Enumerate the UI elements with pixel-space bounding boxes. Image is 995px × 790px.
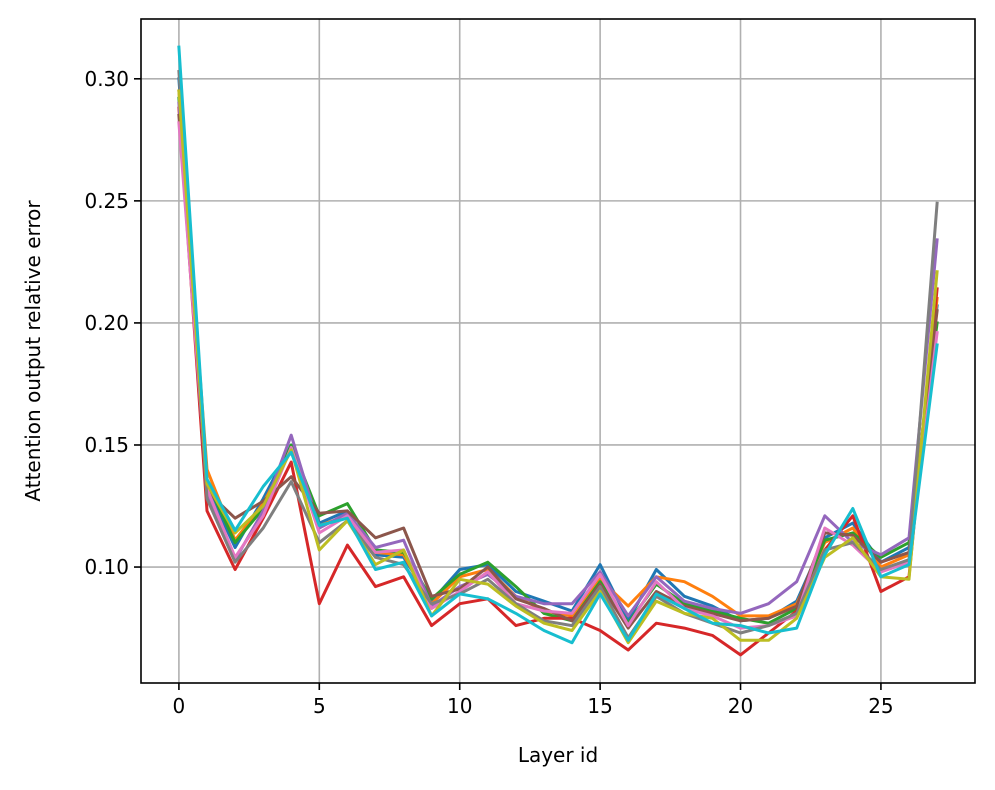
series-line-5 bbox=[177, 101, 939, 618]
x-tick-label: 10 bbox=[447, 694, 472, 718]
x-tick-label: 15 bbox=[587, 694, 612, 718]
y-tick-label: 0.25 bbox=[84, 189, 129, 213]
x-tick-label: 20 bbox=[728, 694, 753, 718]
y-tick-label: 0.10 bbox=[84, 555, 129, 579]
y-tick-label: 0.15 bbox=[84, 433, 129, 457]
x-tick-label: 25 bbox=[868, 694, 893, 718]
y-tick-label: 0.30 bbox=[84, 67, 129, 91]
x-tick-label: 5 bbox=[313, 694, 326, 718]
plot-frame bbox=[140, 18, 976, 684]
x-axis-label: Layer id bbox=[518, 743, 598, 767]
axis-ticks: 0 5 10 15 20 25 0.10 0.15 0.20 0.25 0.30 bbox=[84, 67, 893, 718]
y-axis-label: Attention output relative error bbox=[21, 200, 45, 502]
grid-lines bbox=[141, 19, 975, 683]
y-tick-label: 0.20 bbox=[84, 311, 129, 335]
series-line-10 bbox=[177, 45, 939, 645]
data-series bbox=[177, 45, 939, 657]
x-tick-label: 0 bbox=[173, 694, 186, 718]
series-line-8 bbox=[177, 69, 939, 640]
